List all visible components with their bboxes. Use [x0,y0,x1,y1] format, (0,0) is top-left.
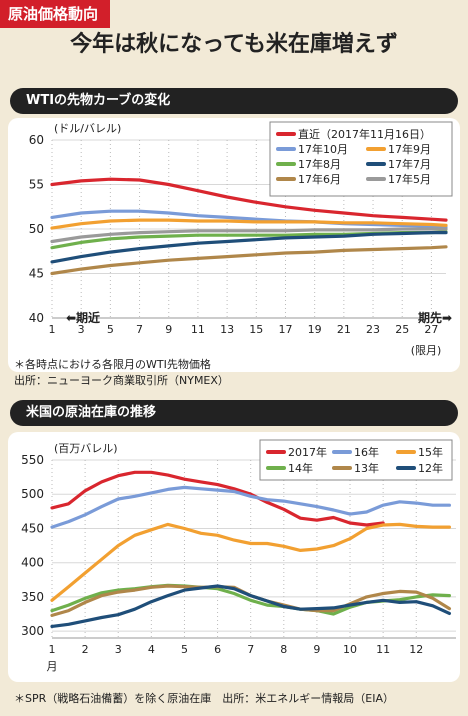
y-tick-label: 500 [21,487,44,501]
y-axis-unit: (ドル/バレル) [54,122,121,135]
y-tick-label: 60 [29,133,44,147]
series-line [50,209,448,229]
legend-box [259,439,453,481]
series-line [50,470,385,527]
x-tick-label: 11 [191,323,205,336]
x-tick-label: 1 [49,643,56,656]
y-tick-label: 55 [29,178,44,192]
legend-label: 17年5月 [388,172,431,186]
section-tag: 原油価格動向 [0,0,111,28]
chart2-note: ＊SPR（戦略石油備蓄）を除く原油在庫 出所：米エネルギー情報局（EIA） [14,692,394,705]
legend-label: 17年8月 [298,157,341,171]
x-tick-label: 9 [165,323,172,336]
y-tick-label: 45 [29,267,44,281]
y-axis-unit: (百万バレル) [54,442,118,455]
annotation-near: ⬅期近 [66,310,100,325]
x-tick-label: 7 [247,643,254,656]
x-tick-label: 6 [214,643,221,656]
legend-label: 17年10月 [298,142,348,156]
y-tick-label: 300 [21,624,44,638]
series-line [50,522,451,602]
legend-label: 16年 [354,445,379,459]
x-tick-label: 23 [366,323,380,336]
x-tick-label: 5 [107,323,114,336]
legend-label: 17年7月 [388,157,431,171]
x-tick-label: 12 [409,643,423,656]
x-tick-label: 1 [49,323,56,336]
x-tick-label: 8 [280,643,287,656]
x-tick-label: 19 [308,323,322,336]
headline: 今年は秋になっても米在庫増えず [70,31,398,57]
legend-label: 15年 [418,445,443,459]
series-line [50,218,448,230]
x-axis-unit: (限月) [411,344,442,357]
series-line [50,177,448,222]
x-tick-label: 3 [78,323,85,336]
x-tick-label: 10 [343,643,357,656]
y-tick-label: 450 [21,521,44,535]
chart2-title-bar: 米国の原油在庫の推移 [10,400,458,426]
series-line [50,231,448,264]
x-tick-label: 25 [395,323,409,336]
y-tick-label: 350 [21,590,44,604]
x-tick-label: 3 [115,643,122,656]
legend-label: 17年6月 [298,172,341,186]
series-line [50,227,448,244]
x-tick-label: 2 [82,643,89,656]
legend-label: 14年 [288,461,313,475]
x-tick-label: 15 [249,323,263,336]
series-line [50,584,451,628]
y-tick-label: 40 [29,311,44,325]
chart1-source: 出所：ニューヨーク商業取引所（NYMEX） [14,374,229,387]
y-tick-label: 400 [21,556,44,570]
legend-label: 2017年 [288,445,327,459]
chart1-title-bar: WTIの先物カーブの変化 [10,88,458,114]
x-tick-label: 27 [424,323,438,336]
legend-box [269,121,453,197]
y-tick-label: 50 [29,222,44,236]
x-tick-label: 17 [278,323,292,336]
x-tick-label: 4 [148,643,155,656]
legend-label: 17年9月 [388,142,431,156]
x-tick-label: 9 [313,643,320,656]
legend-label: 13年 [354,461,379,475]
chart1-note: ＊各時点における各限月のWTI先物価格 [14,358,211,371]
legend-label: 12年 [418,461,443,475]
series-line [50,485,451,529]
x-tick-label: 21 [337,323,351,336]
annotation-far: 期先➡ [418,310,452,325]
series-line [50,245,448,276]
x-tick-label: 7 [136,323,143,336]
legend-label: 直近（2017年11月16日） [298,127,431,141]
x-axis-unit: 月 [47,660,58,673]
x-tick-label: 13 [220,323,234,336]
y-tick-label: 550 [21,453,44,467]
x-tick-label: 11 [376,643,390,656]
x-tick-label: 5 [181,643,188,656]
